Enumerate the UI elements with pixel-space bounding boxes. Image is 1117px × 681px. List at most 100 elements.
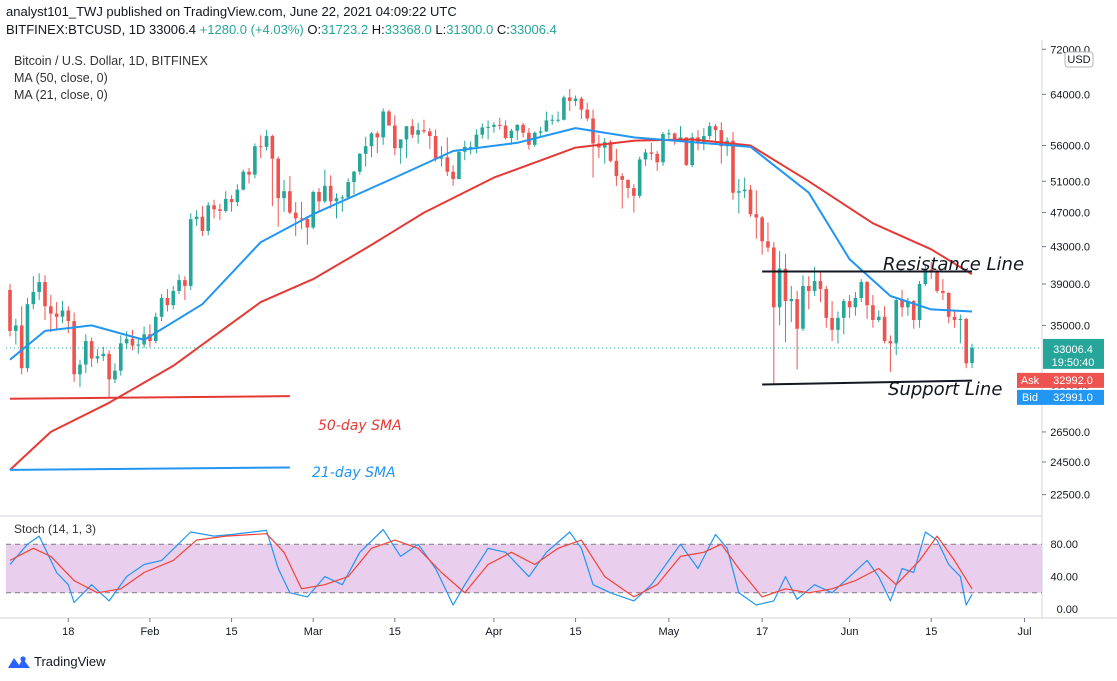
candle-body: [742, 189, 747, 192]
candle-body: [690, 137, 694, 166]
candles: [8, 89, 974, 398]
candle-body: [859, 282, 864, 299]
ma50-line: [9, 138, 973, 471]
candle-body: [253, 146, 257, 175]
candle-body: [643, 152, 648, 160]
candle-body: [101, 353, 106, 357]
candle-body: [148, 334, 152, 342]
price-change: +1280.0 (+4.03%): [199, 22, 304, 37]
open-label: O:: [307, 22, 322, 37]
candle-body: [818, 281, 823, 289]
candle-body: [562, 97, 566, 120]
candle-body: [538, 131, 543, 133]
candle-body: [486, 126, 490, 128]
candle-body: [812, 281, 817, 291]
time-tick-label: 15: [389, 626, 401, 638]
stoch-label: Stoch (14, 1, 3): [14, 522, 96, 536]
legend-ma50: MA (50, close, 0): [14, 71, 108, 85]
time-tick-label: 17: [756, 626, 768, 638]
countdown-value: 19:50:40: [1052, 357, 1095, 369]
candle-body: [503, 125, 508, 139]
candle-body: [381, 111, 385, 138]
candle-body: [841, 301, 846, 318]
sma50-marker-line: [9, 395, 290, 400]
candle-body: [492, 124, 496, 127]
candle-body: [608, 142, 613, 161]
candle-body: [585, 109, 590, 119]
price-tick-label: 26500.0: [1050, 427, 1090, 439]
candle-body: [416, 130, 420, 135]
candle-body: [410, 126, 415, 135]
candle-body: [550, 119, 555, 121]
candle-body: [89, 341, 94, 359]
candle-body: [783, 268, 788, 302]
low-value: 31300.0: [446, 22, 494, 37]
candle-body: [713, 126, 718, 131]
candle-body: [853, 298, 858, 308]
stoch-tick-label: 0.00: [1057, 604, 1078, 616]
candle-body: [305, 219, 310, 228]
candle-body: [451, 171, 455, 180]
candle-body: [672, 133, 677, 142]
candle-body: [113, 370, 117, 380]
stoch-d-line: [9, 533, 973, 598]
sma21-marker-line: [9, 466, 290, 471]
candle-body: [171, 290, 176, 306]
candle-body: [340, 197, 345, 199]
candle-body: [375, 133, 380, 138]
candle-body: [31, 291, 36, 305]
candle-body: [60, 310, 65, 317]
candle-body: [323, 185, 327, 202]
candle-body: [766, 241, 770, 248]
chart-legend: Bitcoin / U.S. Dollar, 1D, BITFINEX MA (…: [14, 53, 208, 104]
time-tick-label: Mar: [304, 626, 323, 638]
moving-averages: [9, 127, 973, 471]
candle-body: [223, 198, 228, 211]
price-tick-label: 47000.0: [1050, 208, 1090, 220]
time-tick-label: 18: [62, 626, 74, 638]
candle-body: [556, 119, 560, 121]
candle-body: [25, 304, 30, 369]
candle-body: [474, 134, 479, 147]
candle-body: [737, 191, 741, 193]
candle-body: [136, 344, 141, 346]
high-value: 33368.0: [384, 22, 432, 37]
ask-tag: [1043, 372, 1104, 388]
candle-body: [118, 343, 123, 371]
price-tick-label: 39000.0: [1050, 279, 1090, 291]
candle-body: [363, 146, 368, 154]
candle-body: [567, 97, 572, 102]
stoch-tick-label: 80.00: [1050, 539, 1078, 551]
candle-body: [468, 146, 473, 148]
candle-body: [218, 209, 222, 211]
stoch-band: [6, 543, 1042, 594]
usd-unit-label: USD: [1067, 54, 1090, 66]
candle-body: [509, 130, 514, 139]
candle-body: [515, 124, 520, 131]
candle-body: [911, 301, 916, 321]
sma50-annotation: 50-day SMA: [318, 418, 402, 434]
ask-label: Ask: [1021, 375, 1040, 387]
candle-body: [958, 318, 963, 321]
candle-body: [824, 288, 829, 318]
price-tick-label: 64000.0: [1050, 89, 1090, 101]
candle-body: [527, 132, 531, 145]
tradingview-brand[interactable]: TradingView: [8, 654, 106, 669]
candle-body: [521, 124, 525, 133]
candle-body: [258, 146, 263, 148]
grid: [0, 40, 1117, 619]
price-tick-label: 22500.0: [1050, 490, 1090, 502]
candle-body: [836, 317, 840, 330]
candle-body: [153, 316, 158, 342]
bid-tag: [1043, 389, 1104, 405]
candle-body: [95, 356, 100, 359]
candle-body: [620, 176, 625, 180]
bid-value: 32991.0: [1053, 392, 1093, 404]
resistance-line-label: Resistance Line: [883, 254, 1024, 275]
time-tick-label: Jul: [1017, 626, 1031, 638]
candle-body: [124, 338, 129, 344]
candle-body: [439, 157, 444, 159]
price-tick-label: 24500.0: [1050, 457, 1090, 469]
candle-body: [107, 353, 111, 380]
